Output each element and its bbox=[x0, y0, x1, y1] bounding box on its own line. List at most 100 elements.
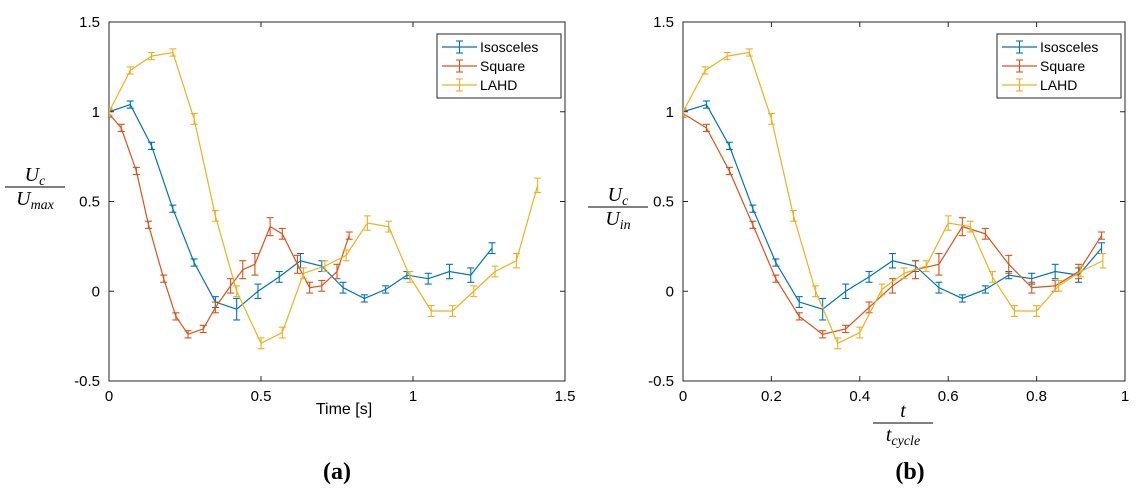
error-bar bbox=[117, 123, 125, 133]
legend-label: LAHD bbox=[1040, 77, 1077, 93]
error-bar bbox=[772, 258, 780, 267]
y-axis-label-denominator: Uin bbox=[605, 208, 630, 233]
error-bar bbox=[683, 109, 687, 118]
error-bar bbox=[842, 324, 850, 334]
error-bar bbox=[148, 51, 156, 61]
error-bar bbox=[190, 258, 198, 267]
legend-label: Isosceles bbox=[480, 39, 538, 55]
error-bar bbox=[1098, 231, 1106, 240]
error-bar bbox=[1028, 281, 1036, 294]
error-bar bbox=[981, 227, 989, 240]
error-bar bbox=[266, 217, 274, 237]
error-bar bbox=[819, 330, 827, 339]
error-bar bbox=[749, 204, 757, 213]
error-bar bbox=[935, 253, 943, 276]
error-bar bbox=[148, 141, 156, 150]
x-tick-label: 1 bbox=[1121, 388, 1129, 405]
error-bar bbox=[184, 330, 192, 339]
error-bar bbox=[109, 107, 113, 116]
error-bar bbox=[449, 305, 457, 317]
error-bar bbox=[842, 283, 850, 299]
legend-label: Square bbox=[1040, 58, 1085, 74]
error-bar bbox=[834, 337, 842, 350]
y-tick-label: 0.5 bbox=[653, 194, 674, 211]
chart-panel-a: 0 0.5 1 1.5 -0.5 0 0.5 1 1.5 Isosceles Square LAHD T… bbox=[5, 14, 575, 485]
error-bar bbox=[981, 285, 989, 294]
x-axis-label-numerator: t bbox=[900, 400, 906, 422]
x-tick-label: 1 bbox=[409, 388, 417, 405]
error-bar bbox=[1075, 263, 1083, 280]
panel-label: (a) bbox=[323, 459, 351, 485]
error-bar bbox=[385, 220, 393, 233]
error-bar bbox=[1051, 263, 1059, 280]
legend: Isosceles Square LAHD bbox=[996, 33, 1122, 99]
error-bar bbox=[126, 100, 134, 109]
error-bar bbox=[702, 100, 710, 109]
y-axis-label-numerator: Uc bbox=[608, 184, 629, 209]
error-bar bbox=[211, 209, 219, 222]
error-bar bbox=[767, 112, 775, 125]
x-tick-label: 0 bbox=[105, 388, 113, 405]
error-bar bbox=[293, 254, 301, 274]
error-bar bbox=[318, 279, 326, 292]
y-tick-label: 1 bbox=[92, 104, 100, 121]
error-bar bbox=[109, 109, 113, 118]
error-bar bbox=[199, 324, 207, 334]
error-bar bbox=[470, 285, 478, 298]
error-bar bbox=[172, 312, 180, 321]
error-bar bbox=[795, 312, 803, 321]
error-bar bbox=[1005, 254, 1013, 274]
error-bar bbox=[491, 265, 499, 278]
error-bar bbox=[211, 301, 219, 314]
y-tick-label: -0.5 bbox=[648, 373, 674, 390]
error-bar bbox=[342, 249, 350, 262]
error-bar bbox=[427, 305, 435, 317]
error-bar bbox=[723, 51, 731, 61]
error-bar bbox=[360, 294, 368, 303]
chart-panel-b: 0 0.2 0.4 0.6 0.8 1 -0.5 0 0.5 1 1.5 Isosceles Squar… bbox=[588, 14, 1129, 485]
y-tick-label: -0.5 bbox=[74, 373, 100, 390]
error-bar bbox=[333, 263, 341, 280]
legend: Isosceles Square LAHD bbox=[436, 33, 562, 99]
y-tick-label: 0 bbox=[666, 283, 674, 300]
error-bar bbox=[944, 215, 952, 231]
error-bar bbox=[233, 297, 241, 321]
x-tick-label: 0 bbox=[679, 388, 687, 405]
error-bar bbox=[169, 48, 177, 57]
legend-item: Square bbox=[1002, 58, 1085, 74]
error-bar bbox=[856, 326, 864, 339]
error-bar bbox=[278, 326, 286, 339]
x-tick-label: 0.6 bbox=[938, 388, 959, 405]
error-bar bbox=[254, 283, 262, 299]
error-bar bbox=[363, 215, 371, 231]
error-bar bbox=[935, 281, 943, 294]
error-bar bbox=[488, 242, 496, 255]
x-axis-label-denominator: tcycle bbox=[886, 424, 920, 449]
legend-label: LAHD bbox=[480, 77, 517, 93]
y-axis-label-denominator: Umax bbox=[16, 188, 55, 213]
x-tick-label: 0.2 bbox=[761, 388, 782, 405]
error-bar bbox=[160, 274, 168, 283]
x-tick-label: 0.5 bbox=[251, 388, 272, 405]
error-bar bbox=[749, 220, 757, 229]
error-bar bbox=[1011, 305, 1018, 317]
error-bar bbox=[382, 285, 390, 294]
error-bar bbox=[278, 227, 286, 240]
legend-item: Isosceles bbox=[442, 39, 538, 55]
y-tick-label: 1 bbox=[666, 104, 674, 121]
error-bar bbox=[865, 270, 873, 283]
error-bar bbox=[300, 267, 308, 280]
error-bar bbox=[790, 209, 797, 222]
legend-item: Isosceles bbox=[1002, 39, 1098, 55]
error-bar bbox=[424, 272, 432, 285]
error-bar bbox=[701, 66, 709, 75]
x-tick-label: 0.8 bbox=[1026, 388, 1047, 405]
legend-label: Isosceles bbox=[1040, 39, 1098, 55]
y-tick-label: 1.5 bbox=[79, 14, 100, 31]
y-axis-label-numerator: Uc bbox=[25, 164, 46, 189]
error-bar bbox=[339, 281, 347, 294]
y-tick-label: 0 bbox=[92, 283, 100, 300]
